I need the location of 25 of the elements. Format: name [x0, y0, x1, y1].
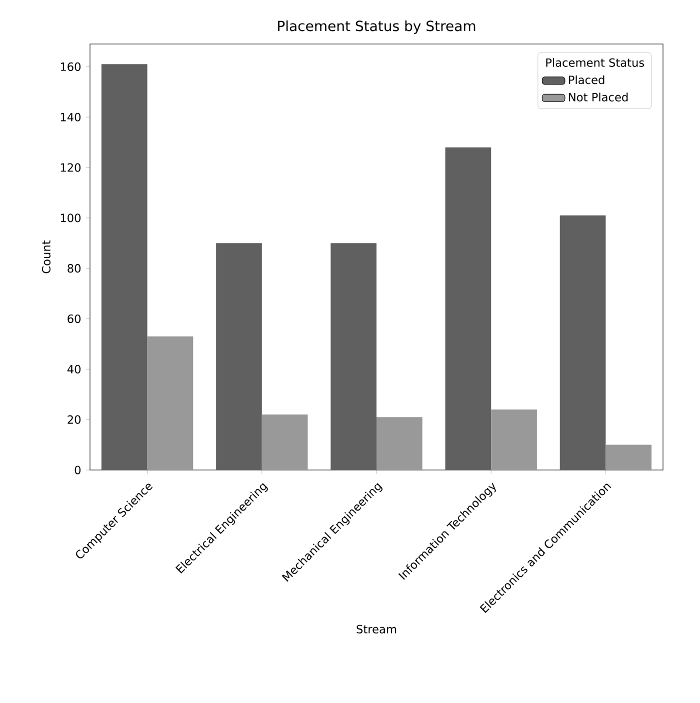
y-tick-label: 40 [67, 364, 81, 374]
y-tick-label: 20 [68, 415, 81, 424]
bar [560, 215, 606, 470]
bar [330, 243, 377, 470]
y-tick-label: 80 [68, 264, 81, 273]
bar [101, 64, 148, 470]
y-tick-label: 100 [60, 214, 81, 222]
legend-label: Placed [568, 75, 604, 84]
y-tick-label: 0 [74, 466, 81, 474]
bar [445, 147, 492, 470]
y-tick-label: 160 [60, 62, 81, 71]
y-tick-label: 60 [68, 314, 81, 324]
legend-title: Placement Status [546, 58, 644, 67]
bar [147, 336, 194, 470]
bar [606, 444, 652, 470]
bar [216, 243, 262, 470]
legend-label: Not Placed [568, 92, 628, 102]
y-tick-label: 120 [60, 163, 81, 172]
chart-title: Placement Status by Stream [278, 20, 476, 34]
bar [491, 410, 537, 470]
x-axis-title: Stream [356, 624, 396, 634]
y-axis-title: Count [42, 240, 51, 274]
y-tick-label: 140 [60, 112, 81, 122]
bar [262, 414, 308, 470]
bar [376, 417, 422, 470]
